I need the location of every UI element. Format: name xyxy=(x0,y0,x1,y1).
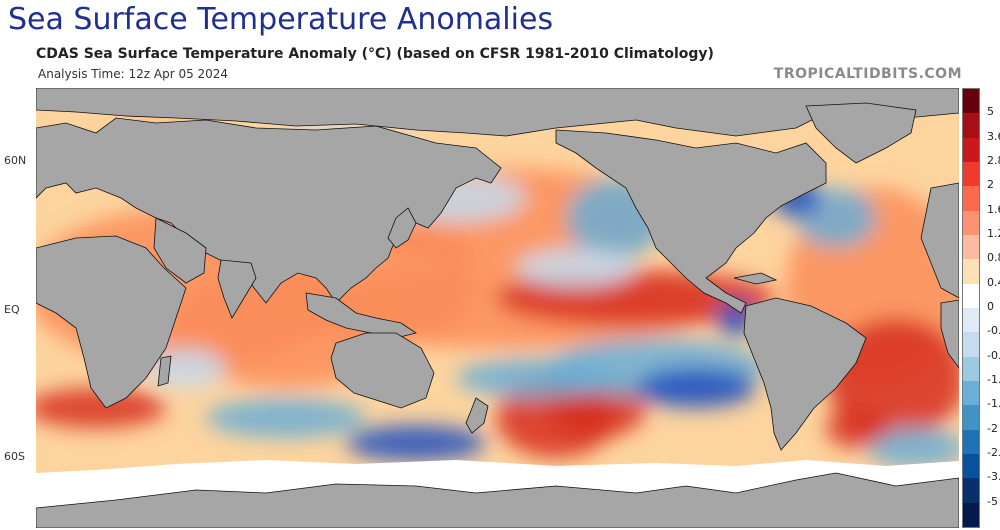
color-scale-swatch xyxy=(963,332,979,357)
color-scale-tick-label: -0.4 xyxy=(987,324,1000,338)
color-scale-swatch xyxy=(963,429,979,454)
africa xyxy=(36,235,187,409)
color-scale-tick-label: 1.6 xyxy=(987,202,1000,216)
color-scale-swatch xyxy=(963,210,979,235)
color-scale-tick-label: 2.8 xyxy=(987,154,1000,167)
greenland xyxy=(805,102,917,164)
japan xyxy=(387,207,417,249)
anomaly-patch xyxy=(636,368,756,408)
color-scale-swatch xyxy=(963,283,979,308)
color-scale-tick-label: -3.6 xyxy=(987,470,1000,484)
africa-right-edge xyxy=(940,299,959,369)
color-scale-tick-label: 0 xyxy=(987,300,994,313)
latitude-label-eq: EQ xyxy=(4,303,20,316)
color-scale-swatch xyxy=(963,453,979,479)
color-scale-swatch xyxy=(963,259,979,284)
latitude-label-60s: 60S xyxy=(4,450,25,463)
color-scale-tick-label: -0.8 xyxy=(987,348,1000,362)
color-scale-swatch xyxy=(963,380,979,406)
color-scale-swatch xyxy=(963,161,979,187)
india xyxy=(217,259,257,319)
color-scale-tick-label: -1.2 xyxy=(987,373,1000,386)
anomaly-patch xyxy=(36,388,166,428)
antarctica xyxy=(36,472,959,528)
north-america xyxy=(555,129,827,314)
color-scale-swatch xyxy=(963,89,979,114)
color-scale-swatch xyxy=(963,356,979,381)
color-scale-swatch xyxy=(963,234,979,260)
page-title: Sea Surface Temperature Anomalies xyxy=(8,2,554,37)
color-scale-swatch xyxy=(963,405,979,430)
color-scale-tick-label: 0.4 xyxy=(987,275,1000,289)
color-scale-swatch xyxy=(963,478,979,503)
color-scale-tick-label: -1.6 xyxy=(987,397,1000,411)
color-scale-bar xyxy=(962,88,980,528)
europe-right-edge xyxy=(920,182,959,299)
color-scale-tick-label: -2 xyxy=(987,421,998,435)
color-scale-tick-label: 5 xyxy=(987,105,994,119)
color-scale-tick-label: 3.6 xyxy=(987,129,1000,143)
color-scale-tick-label: -2.8 xyxy=(987,446,1000,459)
eurasia xyxy=(36,117,502,304)
color-scale-swatch xyxy=(963,307,979,333)
anomaly-patch xyxy=(516,248,636,288)
south-america xyxy=(743,297,867,451)
color-scale-swatch xyxy=(963,137,979,162)
caribbean-islands xyxy=(733,272,778,285)
color-scale-tick-label: 2 xyxy=(987,178,994,192)
australia xyxy=(330,332,435,409)
color-scale-swatch xyxy=(963,502,979,527)
maritime-continent xyxy=(305,292,417,339)
color-scale-tick-label: -5 xyxy=(987,494,998,508)
analysis-time: Analysis Time: 12z Apr 05 2024 xyxy=(38,67,229,81)
madagascar xyxy=(157,355,172,387)
anomaly-patch xyxy=(206,398,366,438)
source-credit[interactable]: TROPICALTIDBITS.COM xyxy=(773,66,962,82)
anomaly-patch xyxy=(866,428,959,468)
sst-anomaly-map[interactable] xyxy=(36,88,959,528)
chart-title: CDAS Sea Surface Temperature Anomaly (°C… xyxy=(36,46,714,62)
color-scale-tick-label: 0.8 xyxy=(987,251,1000,265)
anomaly-patch xyxy=(346,425,486,461)
anomaly-patch xyxy=(456,358,616,398)
sst-anomaly-map-canvas xyxy=(36,88,959,528)
new-zealand xyxy=(465,397,489,434)
color-scale-swatch xyxy=(963,186,979,211)
color-scale-swatch xyxy=(963,113,979,138)
anomaly-patch xyxy=(826,408,886,448)
color-scale-tick-label: 1.2 xyxy=(987,227,1000,240)
arabia xyxy=(153,217,207,284)
latitude-label-60n: 60N xyxy=(4,154,27,167)
